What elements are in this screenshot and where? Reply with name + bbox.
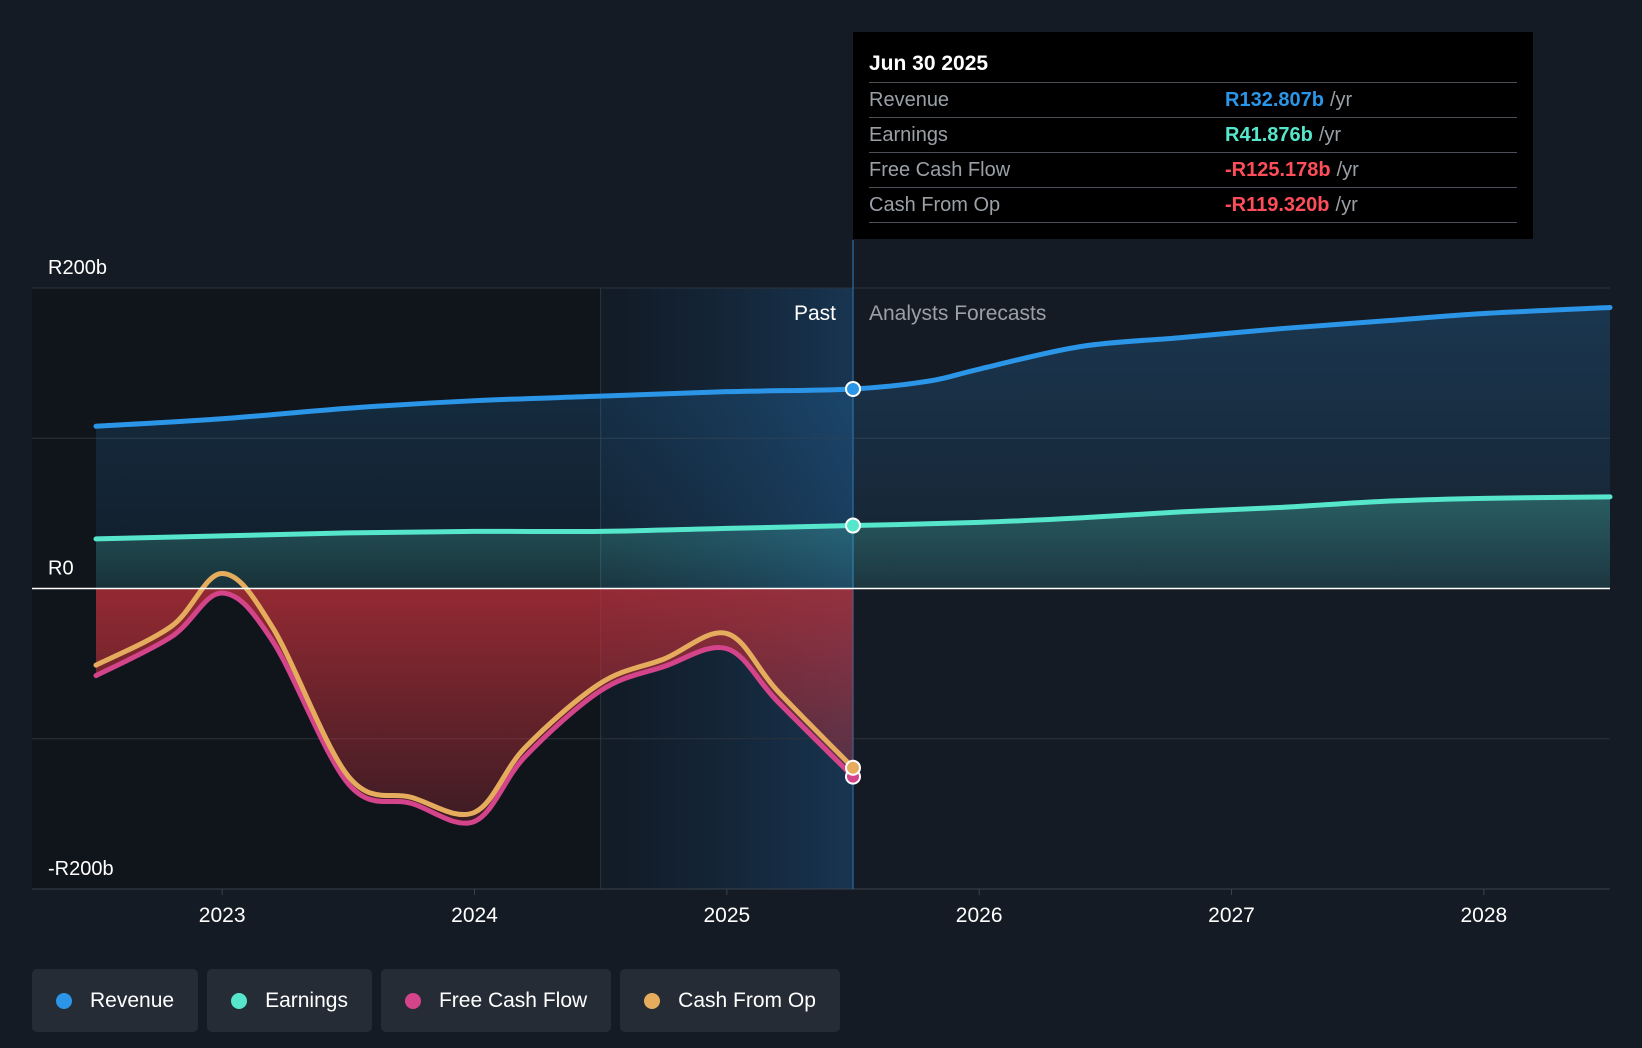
x-tick-label: 2026	[956, 904, 1003, 927]
earnings-area	[96, 496, 1610, 589]
legend-label: Earnings	[265, 988, 348, 1012]
cash-from-op-dot-icon	[644, 992, 661, 1009]
tooltip-label: Revenue	[869, 89, 950, 111]
x-tick-label: 2027	[1208, 904, 1255, 927]
y-tick-label: R0	[48, 558, 74, 580]
revenue-line	[93, 305, 1613, 429]
tooltip-row-free-cash-flow: Free Cash Flow -R125.178b /yr	[869, 153, 1517, 188]
legend-label: Cash From Op	[678, 988, 816, 1012]
tooltip-row-cash-from-op: Cash From Op -R119.320b /yr	[869, 188, 1517, 223]
tooltip-unit: /yr	[1329, 89, 1353, 111]
tooltip-value: -R119.320b	[1225, 194, 1330, 216]
forecast-label: Analysts Forecasts	[869, 302, 1046, 325]
earnings-marker[interactable]	[845, 517, 861, 534]
tooltip-unit: /yr	[1335, 194, 1358, 216]
x-tick-label: 2025	[703, 904, 750, 927]
chart-legend: Revenue Earnings Free Cash Flow Cash Fro…	[32, 969, 840, 1032]
cash-from-op-line	[93, 570, 856, 817]
free-cash-flow-dot-icon	[404, 992, 421, 1009]
tooltip-date: Jun 30 2025	[869, 46, 1517, 83]
earnings-dot-icon	[231, 992, 248, 1009]
x-tick-label: 2024	[451, 904, 498, 927]
legend-revenue[interactable]: Revenue	[32, 969, 199, 1032]
x-tick-label: 2028	[1460, 904, 1507, 927]
cash-from-op-marker[interactable]	[845, 759, 861, 776]
free-cash-flow-line	[93, 590, 856, 826]
tooltip-label: Free Cash Flow	[869, 159, 1011, 181]
legend-label: Revenue	[90, 988, 175, 1012]
hover-tooltip: Jun 30 2025 Revenue R132.807b /yr Earnin…	[853, 32, 1533, 239]
x-tick-label: 2023	[199, 904, 246, 927]
legend-label: Free Cash Flow	[438, 988, 588, 1012]
y-tick-label: -R200b	[48, 858, 114, 880]
legend-free-cash-flow[interactable]: Free Cash Flow	[380, 969, 612, 1032]
revenue-dot-icon	[56, 992, 72, 1009]
earnings-line	[93, 494, 1613, 542]
revenue-marker[interactable]	[845, 380, 861, 397]
tooltip-label: Cash From Op	[869, 194, 1001, 216]
tooltip-row-earnings: Earnings R41.876b /yr	[869, 118, 1517, 153]
tooltip-value: -R125.178b	[1225, 159, 1331, 181]
y-tick-label: R200b	[48, 257, 107, 279]
tooltip-label: Earnings	[869, 124, 948, 146]
tooltip-row-revenue: Revenue R132.807b /yr	[869, 83, 1517, 118]
tooltip-unit: /yr	[1336, 159, 1359, 181]
tooltip-value: R41.876b	[1225, 124, 1313, 146]
legend-cash-from-op[interactable]: Cash From Op	[620, 969, 840, 1032]
legend-earnings[interactable]: Earnings	[207, 969, 372, 1032]
tooltip-unit: /yr	[1318, 124, 1342, 146]
tooltip-value: R132.807b	[1225, 89, 1324, 111]
past-label: Past	[794, 302, 836, 325]
